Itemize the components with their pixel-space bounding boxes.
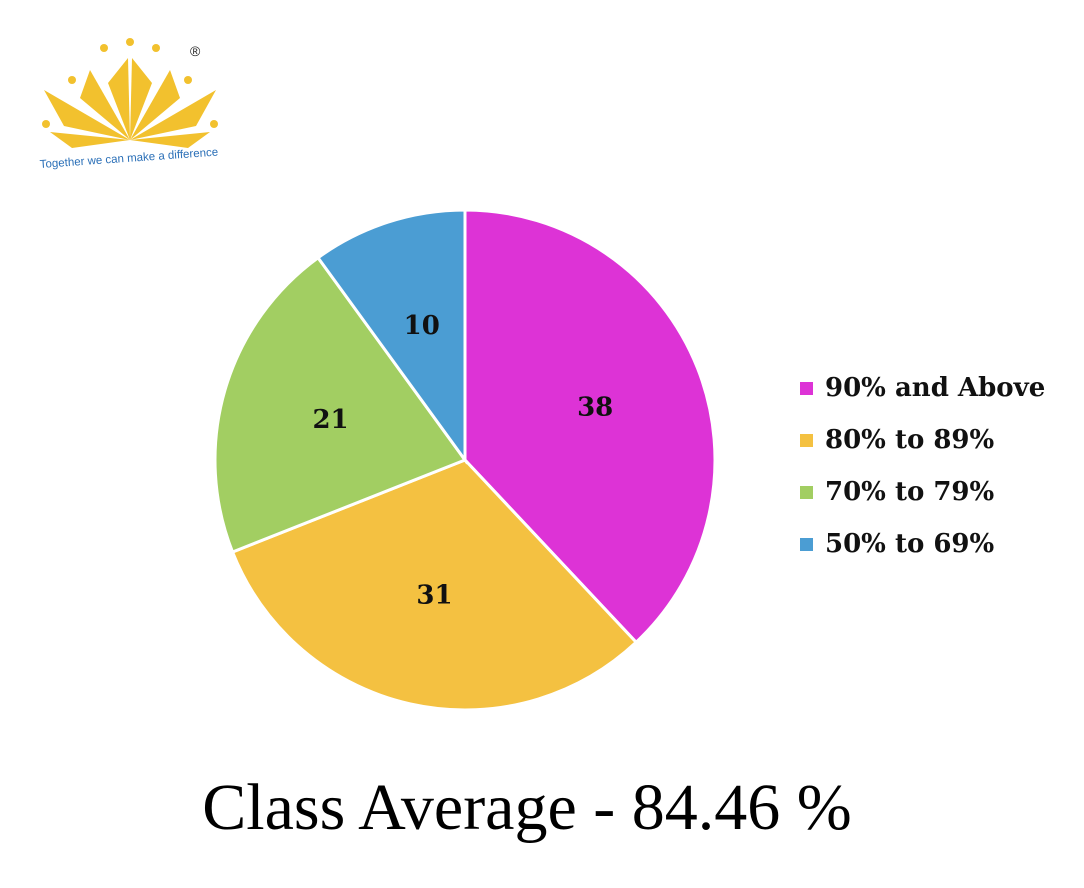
legend-item-3: 70% to 79% [800, 466, 1045, 518]
pie-chart: 38 31 21 10 [213, 208, 717, 712]
legend: 90% and Above 80% to 89% 70% to 79% 50% to … [800, 362, 1045, 570]
registered-mark: ® [190, 43, 201, 59]
legend-item-1: 90% and Above [800, 362, 1045, 414]
pie-slice-1 [463, 208, 717, 645]
slice-value-label-3: 21 [312, 405, 348, 435]
pie-slice-4 [315, 208, 467, 465]
legend-swatch-3 [800, 485, 813, 499]
slice-value-label-4: 10 [404, 311, 440, 341]
sunburst-logo-icon [42, 38, 218, 148]
class-average-text: Class Average - 84.46 % [202, 771, 852, 844]
slice-value-label-1: 38 [577, 392, 613, 422]
legend-label-1: 90% and Above [825, 373, 1046, 403]
pie-slice-3 [213, 255, 468, 554]
legend-label-2: 80% to 89% [825, 425, 995, 455]
legend-swatch-2 [800, 433, 813, 447]
logo: ® Together we can make a difference [39, 38, 219, 171]
legend-item-2: 80% to 89% [800, 414, 1045, 466]
legend-swatch-4 [800, 537, 813, 551]
pie-slices [213, 208, 717, 712]
pie-slice-2 [230, 458, 639, 712]
legend-item-4: 50% to 69% [800, 518, 1045, 570]
legend-swatch-1 [800, 381, 813, 395]
pie-labels: 38 31 21 10 [312, 311, 613, 611]
legend-label-3: 70% to 79% [825, 477, 995, 507]
slice-value-label-2: 31 [416, 581, 452, 611]
logo-tagline: Together we can make a difference [39, 147, 218, 171]
legend-label-4: 50% to 69% [825, 529, 995, 559]
